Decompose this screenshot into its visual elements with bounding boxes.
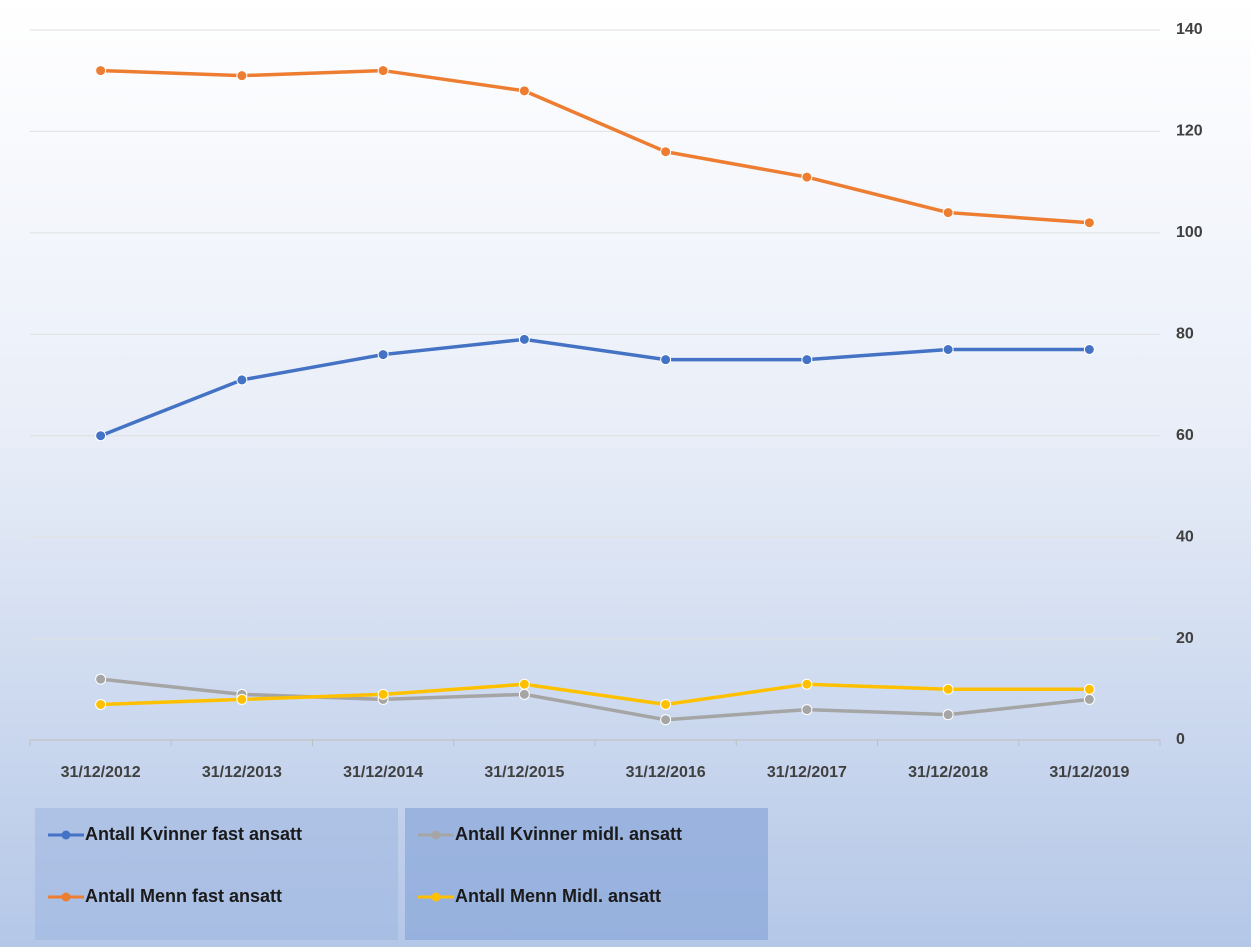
series-line [99, 337, 1090, 438]
legend-box [405, 808, 768, 940]
data-point [1083, 683, 1095, 695]
legend-marker [61, 830, 71, 840]
plot-area: 0 20 40 60 80 100 120 140 31/12/2012 31/12/2013 31… [29, 21, 1203, 781]
data-point [801, 704, 813, 716]
data-point [236, 693, 248, 705]
data-point [95, 699, 107, 710]
data-point [942, 344, 954, 355]
data-point [236, 374, 248, 386]
y-tick-label: 120 [1176, 123, 1203, 140]
series-line [100, 682, 1090, 707]
series-line [100, 68, 1090, 225]
legend-marker [431, 892, 441, 902]
data-point [95, 673, 107, 685]
legend-marker [61, 892, 71, 902]
data-point [942, 207, 954, 219]
data-point [660, 354, 672, 366]
y-tick-label: 40 [1176, 528, 1194, 545]
data-point [1083, 693, 1095, 705]
data-point [377, 65, 389, 77]
data-point [660, 146, 672, 158]
y-tick-label: 140 [1176, 21, 1203, 38]
data-point [518, 688, 530, 700]
data-point [942, 683, 954, 695]
x-tick-label: 31/12/2016 [626, 764, 706, 781]
data-point [660, 714, 672, 726]
x-tick-label: 31/12/2019 [1049, 764, 1129, 781]
y-tick-label: 100 [1176, 224, 1203, 241]
data-point [236, 70, 248, 82]
y-tick-label: 20 [1176, 630, 1194, 647]
data-point [801, 678, 813, 690]
y-tick-label: 60 [1176, 427, 1194, 444]
data-point [377, 349, 389, 361]
data-point [518, 85, 530, 97]
legend: Antall Kvinner fast ansatt Antall Menn fa… [48, 824, 682, 906]
data-point [1083, 344, 1095, 355]
legend-marker [431, 830, 441, 840]
data-point [518, 333, 530, 345]
data-point [377, 688, 389, 700]
legend-label: Antall Menn fast ansatt [85, 886, 282, 906]
x-tick-label: 31/12/2017 [767, 764, 847, 781]
x-tick-label: 31/12/2012 [61, 764, 141, 781]
data-point [518, 678, 530, 690]
data-point [1083, 217, 1095, 229]
data-point [95, 430, 107, 442]
x-tick-label: 31/12/2014 [343, 764, 423, 781]
legend-label: Antall Menn Midl. ansatt [455, 886, 661, 906]
data-point [660, 699, 672, 710]
series-line [100, 677, 1090, 722]
data-point [801, 171, 813, 183]
legend-box [35, 808, 398, 940]
x-tick-label: 31/12/2015 [484, 764, 564, 781]
y-tick-label: 80 [1176, 326, 1194, 343]
legend-label: Antall Kvinner fast ansatt [85, 824, 302, 844]
x-tick-label: 31/12/2013 [202, 764, 282, 781]
data-point [801, 354, 813, 366]
data-point [95, 65, 107, 77]
legend-label: Antall Kvinner midl. ansatt [455, 824, 682, 844]
data-point [942, 709, 954, 721]
y-tick-label: 0 [1176, 731, 1185, 748]
x-tick-label: 31/12/2018 [908, 764, 988, 781]
